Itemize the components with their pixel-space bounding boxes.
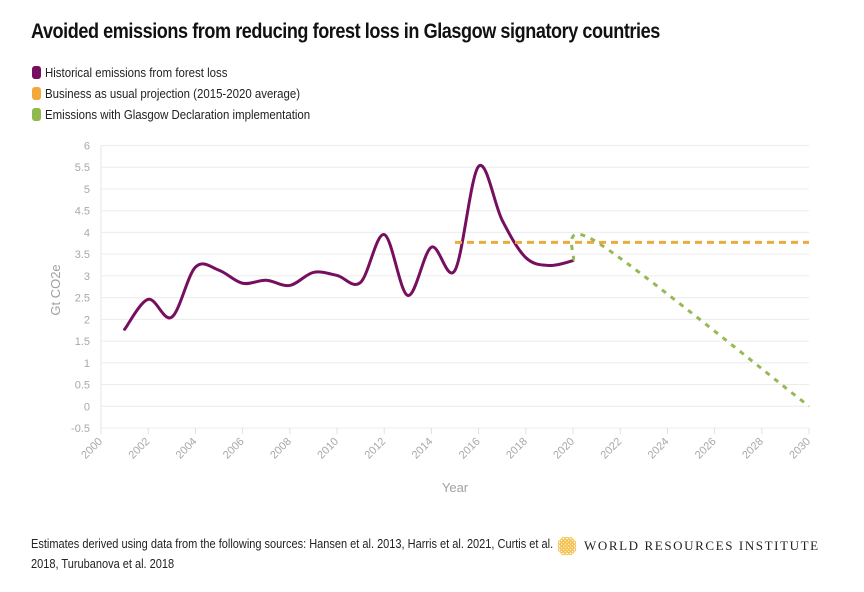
historical-emissions-line <box>123 164 575 331</box>
glasgow-declaration-line <box>570 232 810 408</box>
legend-item-historical: Historical emissions from forest loss <box>32 62 346 83</box>
x-tick-label: 2002 <box>127 436 153 462</box>
y-axis-title: Gt CO2e <box>48 264 63 315</box>
x-tick-label: 2000 <box>79 436 105 462</box>
chart-title: Avoided emissions from reducing forest l… <box>31 20 660 43</box>
source-note-line-1: Estimates derived using data from the fo… <box>31 537 554 551</box>
legend-swatch-glasgow <box>32 108 41 121</box>
legend-item-bau: Business as usual projection (2015-2020 … <box>32 83 346 104</box>
x-tick-labels: 2000 2002 2004 2006 2008 2010 2012 2014 2016 2018… <box>79 436 813 462</box>
y-tick-label: 2.5 <box>75 293 90 305</box>
x-tick-label: 2026 <box>693 436 719 462</box>
wri-logo-text: WORLD RESOURCES INSTITUTE <box>584 538 820 553</box>
y-tick-label: 3.5 <box>75 249 90 261</box>
x-tick-label: 2024 <box>646 436 672 462</box>
y-tick-label: 5.5 <box>75 162 90 174</box>
x-tick-label: 2030 <box>787 436 813 462</box>
legend-swatch-bau <box>32 87 41 100</box>
x-tick-label: 2006 <box>221 436 247 462</box>
y-tick-label: -0.5 <box>71 423 90 435</box>
x-tick-label: 2010 <box>315 436 341 462</box>
y-tick-label: 4.5 <box>75 206 90 218</box>
legend-label-bau: Business as usual projection (2015-2020 … <box>45 86 301 101</box>
legend-label-historical: Historical emissions from forest loss <box>45 65 228 80</box>
y-tick-label: 4 <box>84 227 90 239</box>
y-tick-label: 1.5 <box>75 336 90 348</box>
logo-ring <box>568 551 573 556</box>
source-note: Estimates derived using data from the fo… <box>31 534 591 574</box>
source-note-line-2: 2018, Turubanova et al. 2018 <box>31 557 175 571</box>
logo-ring <box>561 551 566 556</box>
x-tick-label: 2014 <box>410 436 436 462</box>
x-tick-label: 2022 <box>599 436 625 462</box>
wri-lattice-icon <box>557 536 577 556</box>
y-tick-label: 0 <box>84 401 90 413</box>
y-tick-label: 5 <box>84 184 90 196</box>
series-lines <box>123 164 810 408</box>
legend-item-glasgow: Emissions with Glasgow Declaration imple… <box>32 104 346 125</box>
x-tick-label: 2028 <box>740 436 766 462</box>
legend-swatch-historical <box>32 66 41 79</box>
y-tick-label: 3 <box>84 271 90 283</box>
x-tick-label: 2016 <box>457 436 483 462</box>
y-tick-label: 0.5 <box>75 380 90 392</box>
x-tick-label: 2004 <box>174 436 200 462</box>
y-tick-label: 2 <box>84 314 90 326</box>
wri-logo: WORLD RESOURCES INSTITUTE <box>556 535 820 557</box>
x-tick-label: 2020 <box>551 436 577 462</box>
y-tick-label: 6 <box>84 141 90 153</box>
x-tick-label: 2012 <box>363 436 389 462</box>
logo-ring <box>565 551 569 556</box>
legend: Historical emissions from forest loss Bu… <box>32 62 346 125</box>
x-axis-title: Year <box>442 480 469 495</box>
y-tick-labels: -0.5 0 0.5 1 1.5 2 2.5 3 3.5 4 4.5 5 5.5 6 <box>71 141 90 436</box>
legend-label-glasgow: Emissions with Glasgow Declaration imple… <box>45 107 311 122</box>
x-tick-label: 2008 <box>268 436 294 462</box>
x-tick-label: 2018 <box>504 436 530 462</box>
y-tick-label: 1 <box>84 358 90 370</box>
gridlines <box>100 145 810 434</box>
